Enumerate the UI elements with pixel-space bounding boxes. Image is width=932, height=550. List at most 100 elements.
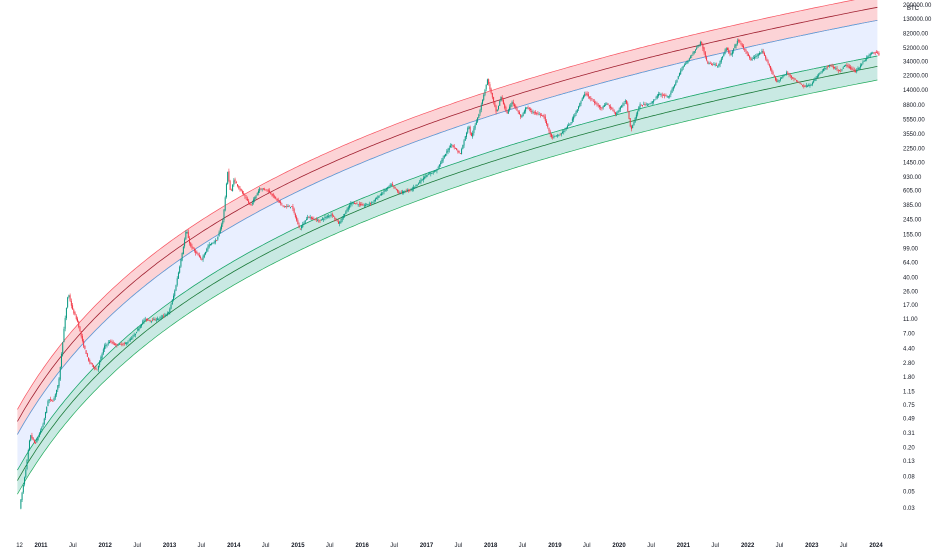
candle [26, 459, 28, 471]
candle [867, 55, 869, 60]
candle-body [453, 145, 455, 148]
candle [575, 110, 577, 117]
candle [581, 97, 583, 102]
candle [49, 396, 51, 402]
candle-body [541, 115, 543, 117]
candle [360, 202, 362, 207]
candle [165, 313, 167, 316]
candle-body [239, 187, 241, 190]
candle [658, 91, 660, 98]
candle-body [635, 114, 637, 119]
candle [75, 314, 77, 321]
candle-body [304, 220, 306, 223]
candle [403, 190, 405, 195]
candle [352, 201, 354, 205]
candle [816, 74, 818, 79]
candle-body [65, 308, 67, 319]
candle-body [301, 226, 303, 229]
candle-body [581, 98, 583, 101]
candle-body [855, 71, 857, 73]
candle [794, 78, 796, 80]
candle-body [96, 369, 98, 371]
candle [100, 355, 102, 363]
candle [837, 69, 839, 74]
candle-body [739, 40, 741, 42]
candle-body [255, 195, 257, 199]
candle [613, 109, 615, 114]
candle-body [549, 131, 551, 135]
candle-body [400, 192, 402, 194]
candle-body [442, 157, 444, 161]
candle [89, 358, 91, 365]
candle-body [289, 206, 291, 208]
candle-body [372, 201, 374, 203]
time-tick-label: 2011 [34, 543, 48, 549]
candle-body [259, 188, 261, 192]
candle [868, 53, 870, 58]
candle [174, 289, 176, 298]
candle-body [750, 58, 752, 60]
candle [802, 84, 804, 88]
candle [745, 48, 747, 54]
candle [807, 84, 809, 88]
candle-body [230, 189, 232, 191]
candle [856, 68, 858, 74]
candle-body [95, 367, 97, 370]
price-tick-label: 0.13 [903, 459, 915, 465]
candle-body [872, 52, 874, 54]
candle [245, 194, 247, 201]
candle [313, 216, 315, 220]
candle-body [107, 342, 109, 344]
candle [702, 42, 704, 52]
candle [486, 78, 488, 86]
candle [712, 63, 714, 67]
price-axis[interactable]: BTC 200000.00 130000.00 82000.00 52000.00 34… [903, 3, 932, 512]
price-tick-label: 1450.00 [903, 161, 925, 167]
candle [480, 102, 482, 113]
candle [184, 237, 186, 249]
candle-body [850, 66, 852, 69]
candle [86, 352, 88, 358]
candle-body [831, 65, 833, 67]
candle-body [166, 312, 168, 314]
candle-body [697, 45, 699, 48]
candle-body [594, 101, 596, 103]
candle [83, 338, 85, 349]
candle [878, 51, 880, 56]
candle [271, 193, 273, 197]
candle-body [266, 189, 268, 191]
candle-body [617, 111, 619, 114]
candle-body [152, 319, 154, 321]
candle-body [766, 59, 768, 62]
candle-body [309, 216, 311, 218]
candle [803, 83, 805, 89]
candle [404, 190, 406, 194]
candle-body [113, 343, 115, 345]
candle-body [717, 65, 719, 67]
candle-body [658, 94, 660, 96]
candle [757, 53, 759, 59]
price-tick-label: 82000.00 [903, 32, 929, 38]
candle-body [427, 174, 429, 176]
candle [861, 63, 863, 67]
candle [387, 186, 389, 191]
candle [309, 214, 311, 220]
candle [330, 212, 332, 218]
time-axis[interactable]: 12 2011 Jul 2012 Jul 2013 Jul 2014 Jul 2015 Jul 201… [16, 543, 883, 549]
candle-body [187, 231, 189, 239]
candle-body [448, 147, 450, 150]
candle [116, 343, 118, 348]
candle [855, 69, 857, 73]
candle [782, 74, 784, 79]
candle [378, 195, 380, 199]
candle [784, 74, 786, 76]
candle-body [564, 128, 566, 131]
candle [27, 448, 29, 461]
candle-body [74, 312, 76, 316]
candle [189, 236, 191, 246]
candle [191, 243, 193, 250]
candle-body [70, 300, 72, 306]
candle-body [196, 251, 198, 254]
candle-body [269, 190, 271, 193]
